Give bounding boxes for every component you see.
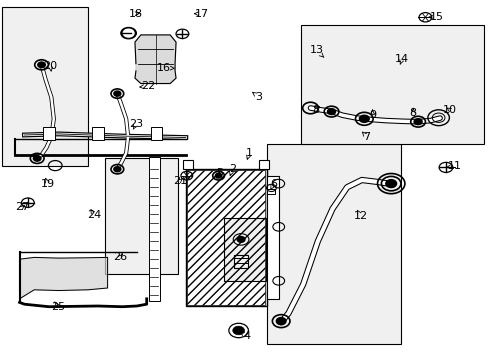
Bar <box>259 160 268 169</box>
Bar <box>266 176 278 299</box>
Bar <box>185 169 266 306</box>
Text: 24: 24 <box>87 210 102 220</box>
Polygon shape <box>20 257 107 299</box>
Text: 11: 11 <box>446 161 461 171</box>
Circle shape <box>114 167 121 172</box>
Bar <box>183 160 193 169</box>
Bar <box>2 7 88 166</box>
Text: 16: 16 <box>157 63 174 73</box>
Circle shape <box>359 115 368 122</box>
Text: 23: 23 <box>129 119 142 129</box>
Text: 20: 20 <box>43 60 57 71</box>
Text: 10: 10 <box>442 105 456 115</box>
Circle shape <box>114 91 121 96</box>
Text: 1: 1 <box>245 148 252 159</box>
Circle shape <box>385 180 396 188</box>
Text: 25: 25 <box>51 302 64 312</box>
Text: 17: 17 <box>194 9 208 19</box>
Text: 13: 13 <box>309 45 323 57</box>
Text: 5: 5 <box>216 168 223 178</box>
Text: 6: 6 <box>270 179 277 189</box>
Circle shape <box>123 29 134 37</box>
Circle shape <box>121 27 136 39</box>
Bar <box>300 25 483 144</box>
Bar <box>92 127 103 140</box>
Bar <box>224 218 265 281</box>
Bar <box>233 255 248 268</box>
Text: 9: 9 <box>368 110 375 120</box>
Text: 19: 19 <box>41 179 55 189</box>
Text: 3: 3 <box>252 92 262 102</box>
Text: 21: 21 <box>173 176 186 186</box>
Bar <box>266 144 400 344</box>
Circle shape <box>33 156 41 161</box>
Polygon shape <box>135 35 176 84</box>
Text: 14: 14 <box>394 54 408 64</box>
Bar <box>187 170 264 305</box>
Text: 8: 8 <box>409 108 416 118</box>
Circle shape <box>327 109 335 114</box>
Text: 4: 4 <box>240 331 250 341</box>
Text: 12: 12 <box>353 210 366 221</box>
Text: 15: 15 <box>428 12 443 22</box>
Text: 26: 26 <box>113 252 127 262</box>
Circle shape <box>232 326 244 335</box>
Circle shape <box>38 62 45 68</box>
Text: 18: 18 <box>129 9 142 19</box>
Circle shape <box>413 119 421 125</box>
Bar <box>149 157 160 301</box>
Text: 22: 22 <box>140 81 155 91</box>
Text: 27: 27 <box>15 202 30 212</box>
Bar <box>150 127 162 140</box>
Bar <box>43 127 55 140</box>
Circle shape <box>276 318 285 325</box>
Text: 7: 7 <box>362 132 369 142</box>
Text: 2: 2 <box>228 164 235 176</box>
Bar <box>105 158 178 274</box>
Circle shape <box>237 237 244 242</box>
Circle shape <box>215 173 222 178</box>
Text: 8: 8 <box>311 105 319 115</box>
